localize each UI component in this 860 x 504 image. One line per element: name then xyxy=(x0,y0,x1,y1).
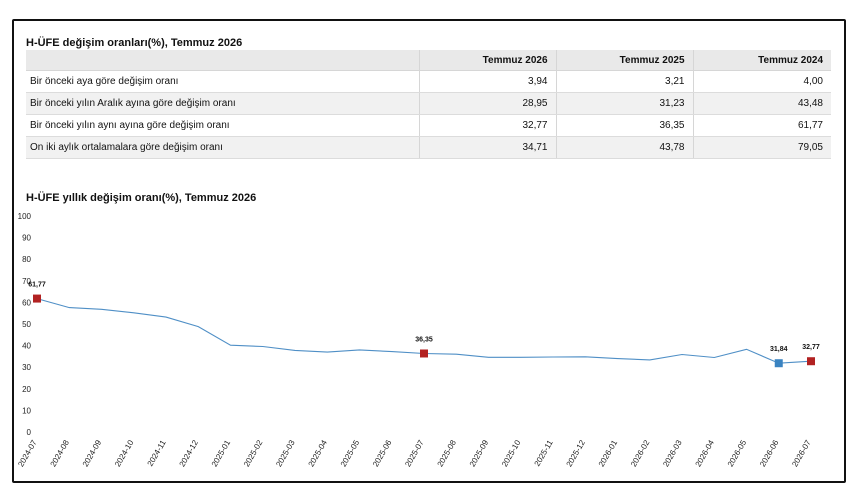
change-rates-table: Temmuz 2026 Temmuz 2025 Temmuz 2024 Bir … xyxy=(26,50,831,159)
cell-value: 3,94 xyxy=(419,70,557,93)
y-tick-label: 70 xyxy=(22,277,31,286)
y-tick-label: 60 xyxy=(22,298,31,307)
y-tick-label: 40 xyxy=(22,342,31,351)
header-temmuz-2024: Temmuz 2024 xyxy=(693,50,831,71)
x-tick-label: 2025-11 xyxy=(533,438,555,468)
x-tick-label: 2025-02 xyxy=(242,438,265,468)
x-tick-label: 2024-12 xyxy=(178,438,201,468)
cell-value: 32,77 xyxy=(419,114,557,137)
y-tick-label: 10 xyxy=(22,406,31,415)
x-tick-label: 2026-02 xyxy=(629,438,652,468)
x-tick-label: 2026-03 xyxy=(661,438,684,468)
x-tick-label: 2024-09 xyxy=(81,438,104,468)
x-tick-label: 2026-06 xyxy=(758,438,781,468)
x-tick-label: 2026-01 xyxy=(597,438,620,468)
x-tick-label: 2025-12 xyxy=(565,438,588,468)
table-row: Bir önceki aya göre değişim oranı 3,94 3… xyxy=(26,70,831,93)
cell-value: 79,05 xyxy=(693,136,831,159)
cell-value: 4,00 xyxy=(693,70,831,93)
cell-value: 43,48 xyxy=(693,92,831,115)
header-empty xyxy=(26,50,420,71)
chart-title: H-ÜFE yıllık değişim oranı(%), Temmuz 20… xyxy=(26,192,257,204)
data-point-marker xyxy=(774,359,783,368)
x-tick-label: 2025-05 xyxy=(339,438,362,468)
table-row: Bir önceki yılın aynı ayına göre değişim… xyxy=(26,114,831,137)
header-temmuz-2025: Temmuz 2025 xyxy=(556,50,694,71)
x-tick-label: 2024-07 xyxy=(16,438,39,468)
y-tick-label: 100 xyxy=(18,212,32,221)
y-tick-label: 90 xyxy=(22,234,31,243)
annual-change-line-chart: 0 10 20 30 40 50 60 70 80 90 100 2024-07 2024-08 2024… xyxy=(16,212,820,468)
y-tick-label: 50 xyxy=(22,320,31,329)
data-label: 31,84 xyxy=(770,346,788,353)
data-label: 36,35 xyxy=(415,336,433,343)
data-point-marker xyxy=(420,349,428,358)
cell-value: 43,78 xyxy=(556,136,694,159)
x-tick-label: 2025-08 xyxy=(436,438,459,468)
row-label: Bir önceki yılın aynı ayına göre değişim… xyxy=(26,114,420,137)
x-tick-label: 2026-05 xyxy=(726,438,749,468)
x-tick-label: 2025-03 xyxy=(274,438,297,468)
x-tick-label: 2024-11 xyxy=(146,438,168,468)
x-tick-label: 2026-04 xyxy=(694,438,717,468)
table-row: On iki aylık ortalamalara göre değişim o… xyxy=(26,136,831,159)
x-tick-label: 2026-07 xyxy=(790,438,813,468)
x-tick-label: 2025-09 xyxy=(468,438,491,468)
x-tick-label: 2024-08 xyxy=(49,438,72,468)
row-label: Bir önceki aya göre değişim oranı xyxy=(26,70,420,93)
x-tick-label: 2025-07 xyxy=(403,438,426,468)
table-title: H-ÜFE değişim oranları(%), Temmuz 2026 xyxy=(26,37,243,49)
x-tick-label: 2025-06 xyxy=(371,438,394,468)
data-point-marker xyxy=(807,357,815,366)
x-tick-label: 2025-10 xyxy=(500,438,523,468)
data-label: 32,77 xyxy=(802,344,820,351)
cell-value: 36,35 xyxy=(556,114,694,137)
x-tick-label: 2025-04 xyxy=(307,438,330,468)
table-row: Bir önceki yılın Aralık ayına göre değiş… xyxy=(26,92,831,115)
header-temmuz-2026: Temmuz 2026 xyxy=(419,50,557,71)
y-tick-label: 30 xyxy=(22,363,31,372)
x-tick-label: 2025-01 xyxy=(210,438,233,468)
data-label: 61,77 xyxy=(28,282,46,289)
cell-value: 34,71 xyxy=(419,136,557,159)
y-tick-label: 0 xyxy=(27,428,32,437)
table-header-row: Temmuz 2026 Temmuz 2025 Temmuz 2024 xyxy=(26,50,831,71)
report-frame: H-ÜFE değişim oranları(%), Temmuz 2026 T… xyxy=(12,19,846,483)
x-tick-label: 2024-10 xyxy=(113,438,136,468)
row-label: Bir önceki yılın Aralık ayına göre değiş… xyxy=(26,92,420,115)
cell-value: 28,95 xyxy=(419,92,557,115)
y-tick-label: 20 xyxy=(22,385,31,394)
cell-value: 31,23 xyxy=(556,92,694,115)
data-point-marker xyxy=(33,294,41,303)
cell-value: 3,21 xyxy=(556,70,694,93)
cell-value: 61,77 xyxy=(693,114,831,137)
row-label: On iki aylık ortalamalara göre değişim o… xyxy=(26,136,420,159)
y-tick-label: 80 xyxy=(22,255,31,264)
